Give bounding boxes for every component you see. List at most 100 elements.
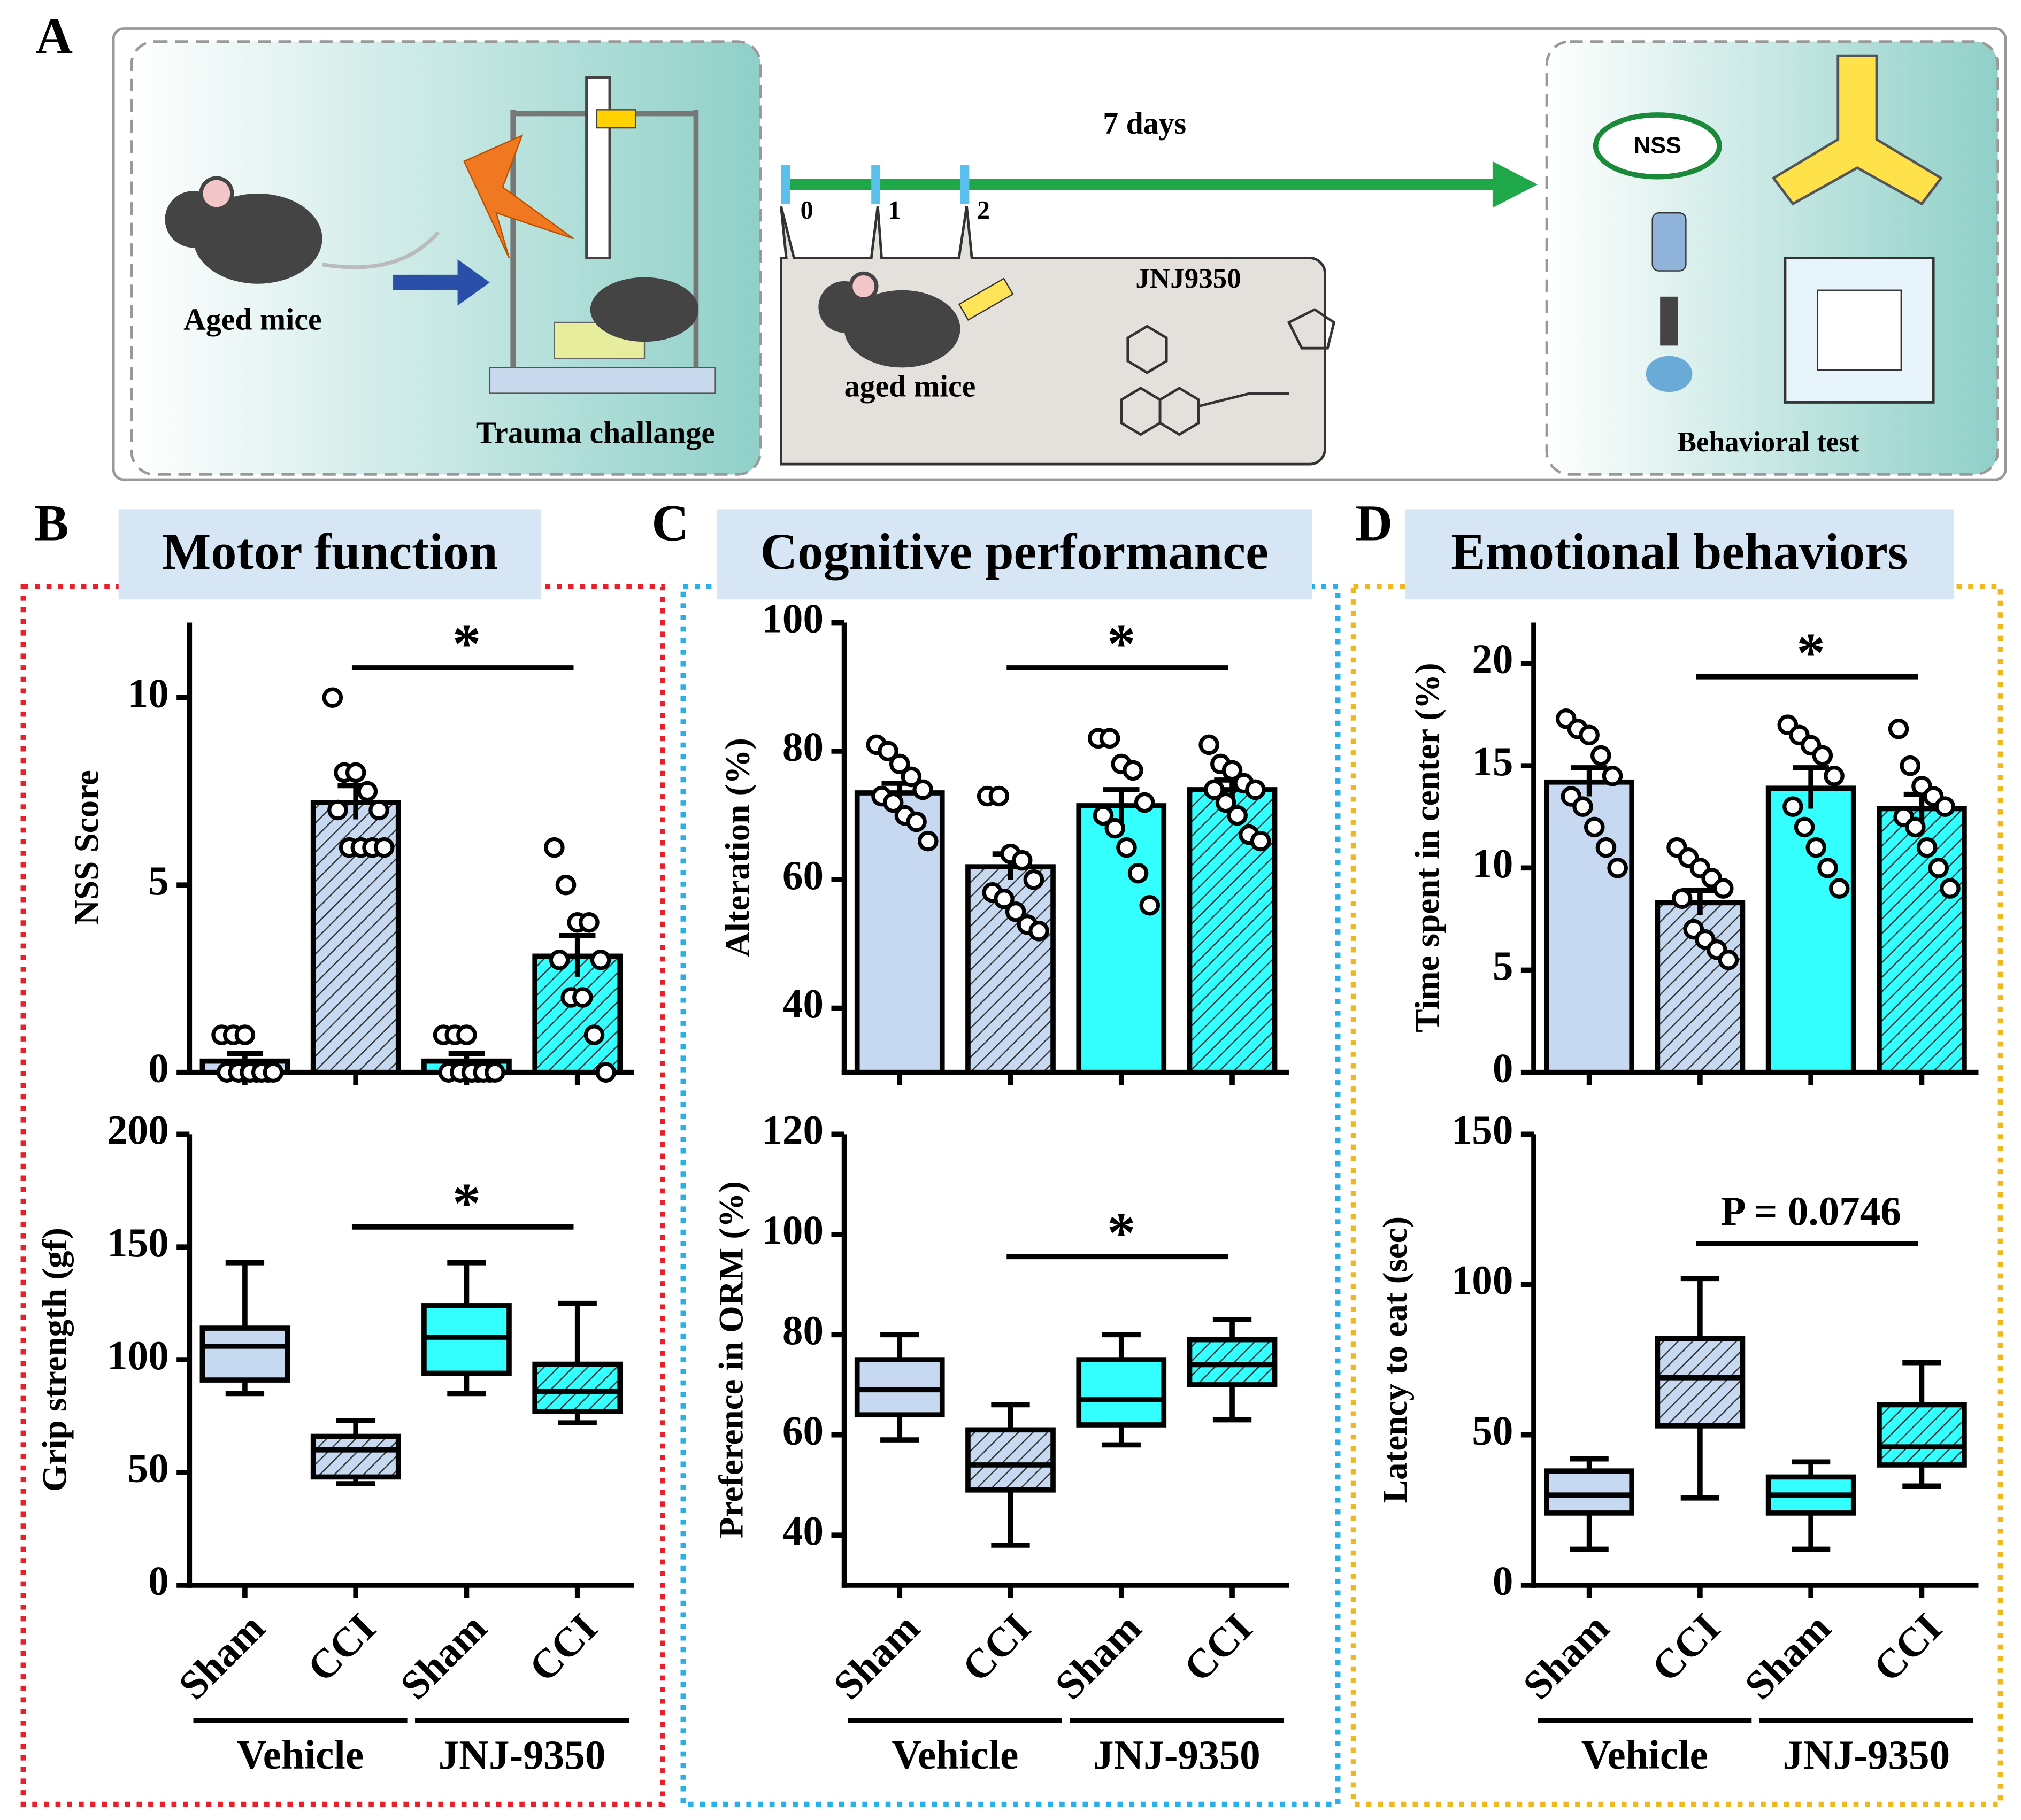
data-point [1934, 796, 1956, 817]
data-point [1028, 921, 1049, 942]
data-point [595, 1062, 617, 1083]
y-tick-label: 80 [782, 1307, 824, 1353]
y-tick-label: 40 [782, 981, 824, 1027]
data-point [882, 792, 904, 813]
x-tick-label: CCI [953, 1605, 1039, 1691]
x-tick-label: CCI [520, 1605, 606, 1691]
data-point [1794, 816, 1815, 838]
diagram-label: Aged mice [183, 302, 322, 336]
data-point [1916, 837, 1938, 858]
chemical-structure [1120, 308, 1336, 436]
data-point [1198, 734, 1219, 755]
section-header [118, 509, 542, 600]
data-point [1718, 950, 1739, 970]
x-tick-label: CCI [1643, 1605, 1729, 1691]
panel-a: A Aged mice Trauma challange 7 days 0 1 … [35, 7, 2007, 481]
data-point [1134, 792, 1155, 813]
box-outline [1544, 1468, 1634, 1516]
treatment-box [780, 206, 1326, 466]
data-point [1093, 805, 1114, 826]
x-tick-label: CCI [1175, 1605, 1261, 1691]
panel-label: D [1355, 495, 1393, 552]
x-tick-label: Sham [391, 1605, 495, 1708]
data-point [456, 1024, 477, 1045]
data-point [555, 874, 577, 896]
box-outline [965, 1427, 1056, 1493]
significance-label: * [452, 1171, 481, 1234]
data-point [549, 950, 570, 970]
impactor-device [463, 76, 716, 394]
diagram-label: Trauma challange [476, 415, 715, 450]
diagram-label: 7 days [1103, 106, 1186, 141]
y-tick-label: 20 [1472, 636, 1513, 682]
group-label: Vehicle [237, 1732, 364, 1778]
day-label: 0 [801, 196, 813, 225]
section-header [717, 509, 1312, 600]
data-point [1139, 894, 1161, 916]
box-hatch [1657, 1338, 1743, 1426]
box [202, 1328, 288, 1381]
y-tick-label: 0 [1493, 1045, 1513, 1091]
box-outline [1076, 1357, 1167, 1428]
data-point [1817, 858, 1838, 878]
significance-label: * [1107, 1201, 1135, 1264]
data-point [1824, 766, 1845, 786]
diagram-label: aged mice [844, 369, 976, 404]
diagram-label: JNJ9350 [1135, 263, 1241, 294]
data-point [590, 950, 611, 970]
section-title: Motor function [162, 523, 497, 580]
data-point [1812, 745, 1833, 766]
arrow [393, 259, 490, 306]
y-tick-label: 80 [782, 724, 824, 770]
x-tick-label: CCI [1864, 1605, 1950, 1691]
y-axis-label: Grip strength (gf) [35, 1228, 74, 1492]
bar [1768, 788, 1854, 1073]
y-tick-label: 50 [1472, 1407, 1513, 1453]
y-axis-label: Alteration (%) [719, 738, 757, 957]
data-point [485, 1062, 505, 1083]
group-label: Vehicle [892, 1732, 1018, 1778]
data-point [1590, 745, 1611, 766]
diagram-label: NSS [1634, 133, 1681, 159]
data-point [1595, 837, 1617, 858]
data-point [917, 830, 939, 852]
data-point [994, 888, 1015, 909]
data-point [906, 811, 927, 832]
x-tick-label: Sham [1735, 1605, 1839, 1708]
data-point [1204, 779, 1225, 800]
data-point [1023, 869, 1044, 890]
y-tick-label: 50 [128, 1445, 169, 1491]
group-label: Vehicle [1581, 1732, 1708, 1778]
x-tick-label: Sham [170, 1605, 273, 1708]
data-point [1671, 888, 1693, 909]
data-point [1011, 850, 1033, 871]
y-maze [1771, 54, 1943, 206]
y-tick-label: 0 [148, 1045, 169, 1091]
y-tick-label: 150 [1451, 1107, 1513, 1153]
data-point [1250, 830, 1271, 852]
data-point [912, 779, 933, 800]
box-hatch [967, 1430, 1054, 1490]
data-point [572, 987, 593, 1008]
data-point [1928, 858, 1949, 878]
box-hatch [1879, 1405, 1964, 1465]
data-point [1127, 862, 1149, 884]
group-label: JNJ-9350 [439, 1732, 606, 1778]
section-title: Emotional behaviors [1451, 523, 1908, 580]
y-tick-label: 200 [107, 1107, 169, 1153]
y-axis-label: Latency to eat (sec) [1376, 1216, 1415, 1503]
panel-label: C [651, 495, 689, 552]
data-point [1099, 728, 1120, 749]
data-point [1245, 779, 1266, 800]
data-point [583, 1024, 605, 1045]
significance-label: P = 0.0746 [1720, 1188, 1901, 1234]
y-tick-label: 10 [1472, 840, 1513, 886]
data-point [368, 799, 389, 821]
y-axis-label: NSS Score [68, 770, 106, 925]
day-label: 2 [977, 196, 990, 225]
data-point [327, 799, 348, 821]
y-tick-label: 100 [762, 1207, 824, 1253]
data-point [1602, 766, 1623, 786]
data-point [1572, 796, 1593, 817]
data-point [373, 837, 395, 858]
